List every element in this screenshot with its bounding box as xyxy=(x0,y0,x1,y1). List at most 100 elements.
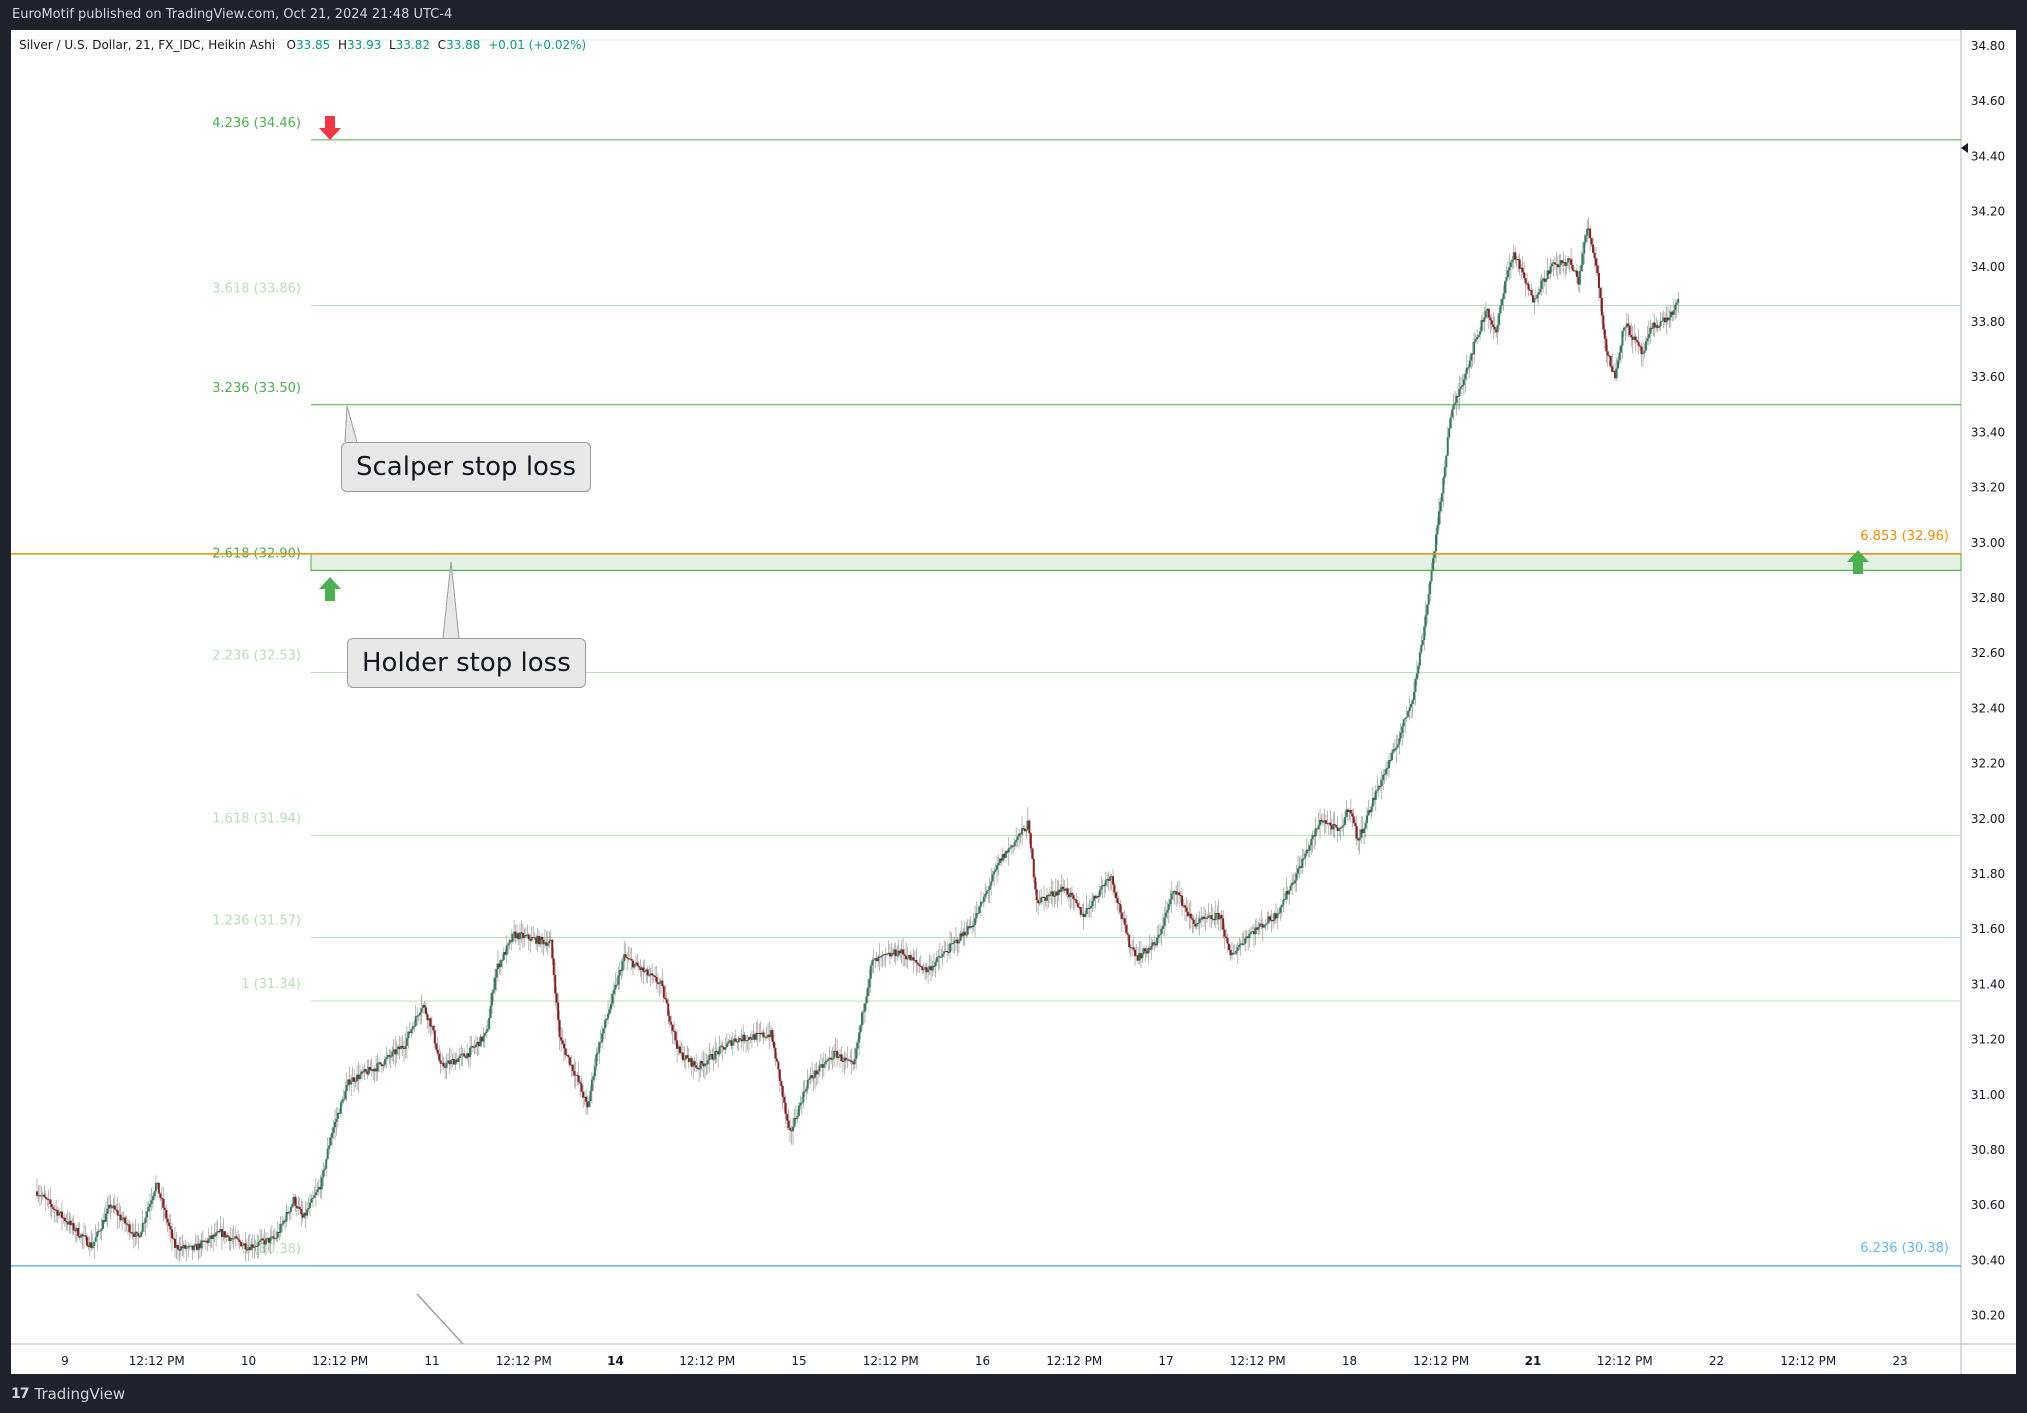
candle-body xyxy=(1392,749,1395,753)
holder-stop-loss-callout[interactable]: Holder stop loss xyxy=(347,638,586,688)
candle-body xyxy=(1658,326,1661,328)
candle-body xyxy=(720,1045,723,1047)
candle-body xyxy=(1512,252,1515,260)
candle-body xyxy=(897,950,900,956)
candle-body xyxy=(301,1214,304,1218)
candle-body xyxy=(1021,828,1024,835)
candle-body xyxy=(711,1054,714,1060)
candle-body xyxy=(664,997,667,1000)
candle-body xyxy=(969,926,972,929)
candle-body xyxy=(1553,262,1556,265)
candle-body xyxy=(37,1195,40,1197)
candle-body xyxy=(1081,913,1084,915)
candle-body xyxy=(840,1054,843,1062)
candle-body xyxy=(376,1063,379,1072)
candle-body xyxy=(1145,951,1148,954)
candle-body xyxy=(52,1207,55,1209)
candle-body xyxy=(952,942,955,944)
candle-body xyxy=(1220,914,1223,919)
candle-body xyxy=(78,1236,81,1238)
candle-body xyxy=(518,932,521,940)
candle-body xyxy=(1084,913,1087,918)
candle-body xyxy=(1274,913,1277,919)
candle-body xyxy=(1311,835,1314,840)
candle-body xyxy=(837,1056,840,1059)
candle-body xyxy=(833,1051,836,1059)
candle-body xyxy=(1448,428,1451,438)
candle-body xyxy=(756,1032,759,1034)
candle-body xyxy=(1558,265,1561,268)
candle-body xyxy=(1198,918,1201,923)
close-label: C xyxy=(437,38,447,52)
candle-body xyxy=(1304,853,1307,859)
candle-body xyxy=(827,1058,830,1061)
candle-body xyxy=(265,1238,268,1245)
candle-body xyxy=(320,1177,323,1190)
candle-body xyxy=(984,893,987,897)
time-axis-tick: 18 xyxy=(1342,1354,1357,1368)
candle-body xyxy=(103,1219,106,1222)
candle-body xyxy=(474,1044,477,1048)
candle-body xyxy=(408,1031,411,1034)
candle-body xyxy=(1338,828,1341,832)
candle-body xyxy=(1135,955,1138,957)
candle-body xyxy=(53,1208,56,1210)
candle-body xyxy=(419,1012,422,1016)
candle-body xyxy=(888,952,891,957)
candle-body xyxy=(693,1061,696,1066)
candle-body xyxy=(1452,404,1455,410)
candle-body xyxy=(378,1062,381,1064)
candle-body xyxy=(900,949,903,954)
candle-body xyxy=(941,953,944,957)
candle-body xyxy=(397,1046,400,1050)
candle-body xyxy=(1457,396,1460,398)
candle-body xyxy=(291,1203,294,1207)
candle-body xyxy=(1571,264,1574,271)
price-axis-tick: 33.00 xyxy=(1971,536,2005,550)
candle-body xyxy=(348,1079,351,1085)
price-axis-tick: 31.00 xyxy=(1971,1088,2005,1102)
candle-body xyxy=(1583,242,1586,254)
candle-body xyxy=(380,1064,383,1067)
candle-body xyxy=(859,1025,862,1033)
candle-body xyxy=(1230,952,1233,956)
candle-body xyxy=(555,993,558,1003)
price-chart[interactable]: 4.236 (34.46) 3.618 (33.86) 3.236 (33.50) 2… xyxy=(11,30,2016,1374)
candle-body xyxy=(680,1052,683,1054)
candle-body xyxy=(508,940,511,944)
candle-body xyxy=(1161,925,1164,929)
candle-body xyxy=(1098,889,1101,897)
candle-body xyxy=(466,1053,469,1059)
scalper-stop-loss-callout[interactable]: Scalper stop loss xyxy=(341,442,592,492)
candle-body xyxy=(137,1233,140,1237)
candle-body xyxy=(816,1071,819,1075)
candle-body xyxy=(662,986,665,998)
candle-body xyxy=(1016,836,1019,840)
candle-body xyxy=(285,1212,288,1222)
candle-body xyxy=(85,1236,88,1246)
fib-level-label: 3.236 (33.50) xyxy=(212,381,301,396)
candle-body xyxy=(1518,259,1521,269)
candle-body xyxy=(1652,322,1655,329)
candle-body xyxy=(350,1081,353,1085)
candle-body xyxy=(1471,353,1474,355)
candle-body xyxy=(222,1231,225,1238)
candle-body xyxy=(1134,949,1137,957)
candle-body xyxy=(187,1245,190,1248)
candle-body xyxy=(1602,315,1605,330)
candle-body xyxy=(1090,906,1093,909)
candle-body xyxy=(188,1245,191,1247)
chart-panel[interactable]: 4.236 (34.46) 3.618 (33.86) 3.236 (33.50) 2… xyxy=(11,30,2016,1374)
candle-body xyxy=(1269,916,1272,921)
candle-body xyxy=(1088,907,1091,909)
candle-body xyxy=(1007,848,1010,853)
candle-body xyxy=(209,1235,212,1239)
candle-body xyxy=(746,1040,749,1042)
candle-body xyxy=(1213,918,1216,921)
candle-body xyxy=(656,982,659,985)
candle-body xyxy=(157,1182,160,1194)
candle-body xyxy=(140,1231,143,1237)
candle-body xyxy=(317,1187,320,1190)
candle-body xyxy=(169,1226,172,1230)
candle-body xyxy=(1480,320,1483,332)
